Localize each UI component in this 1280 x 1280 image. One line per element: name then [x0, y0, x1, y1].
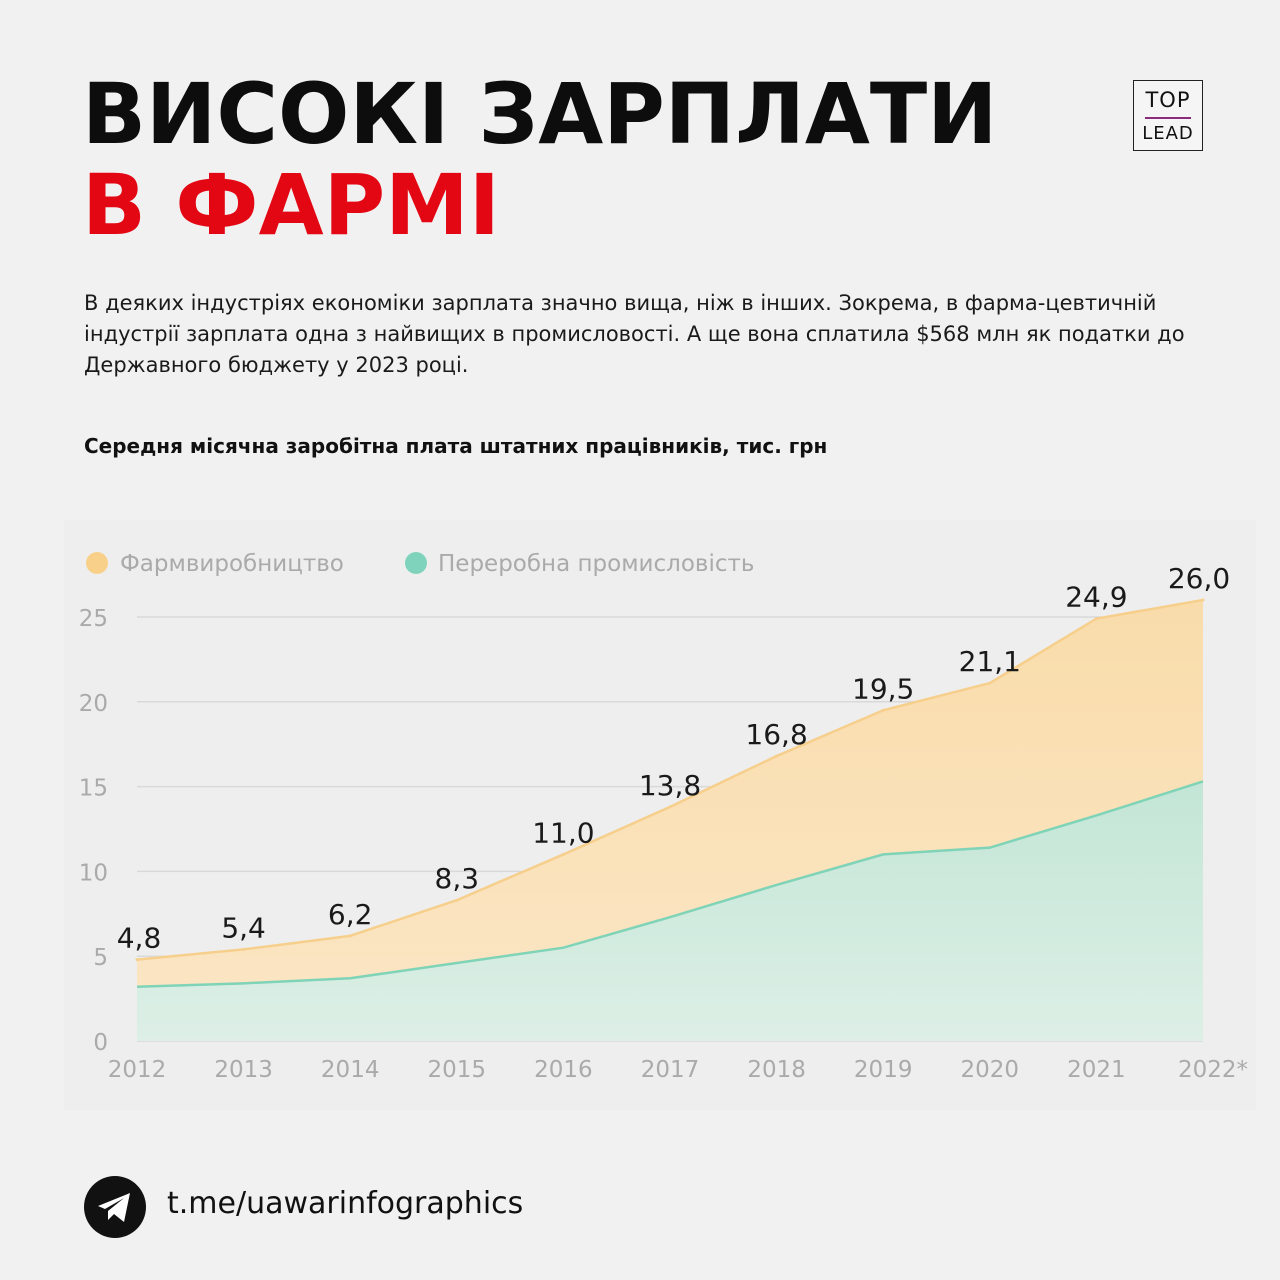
- top-lead-logo: TOP LEAD: [1133, 80, 1203, 151]
- data-label: 11,0: [532, 816, 594, 849]
- title-line-2: В ФАРМІ: [82, 156, 500, 254]
- chart-subtitle: Середня місячна заробітна плата штатних …: [84, 434, 828, 458]
- data-label: 5,4: [221, 911, 266, 944]
- x-tick-label: 2015: [428, 1057, 487, 1083]
- pharma-point: [1094, 617, 1098, 621]
- y-tick-label: 5: [93, 945, 108, 971]
- data-label: 6,2: [328, 898, 373, 931]
- pharma-point: [561, 852, 565, 856]
- logo-top-text: TOP: [1145, 88, 1191, 112]
- pharma-point: [242, 947, 246, 951]
- intro-paragraph: В деяких індустріях економіки зарплата з…: [84, 291, 1185, 377]
- x-tick-label: 2014: [321, 1057, 380, 1083]
- pharma-point: [455, 898, 459, 902]
- x-tick-label: 2018: [747, 1057, 806, 1083]
- logo-divider: [1145, 117, 1191, 119]
- x-tick-label: 2021: [1067, 1057, 1126, 1083]
- pharma-point: [775, 754, 779, 758]
- x-tick-label: 2019: [854, 1057, 913, 1083]
- data-label: 16,8: [745, 718, 807, 751]
- data-label: 21,1: [959, 645, 1021, 678]
- logo-bottom-text: LEAD: [1142, 123, 1194, 144]
- pharma-point: [668, 805, 672, 809]
- industry-area: [137, 781, 1203, 1041]
- x-tick-label: 2012: [108, 1057, 167, 1083]
- chart-panel: 0 5 10 15 20 25 4,8 5,4 6,2 8,3 11,0 13,8 16,8 19,5 21…: [64, 520, 1256, 1110]
- data-label: 4,8: [117, 922, 162, 955]
- pharma-point: [1201, 598, 1205, 602]
- y-tick-label: 20: [79, 691, 108, 717]
- x-tick-label: 2020: [961, 1057, 1020, 1083]
- x-tick-label: 2017: [641, 1057, 700, 1083]
- pharma-point: [881, 708, 885, 712]
- pharma-point: [988, 681, 992, 685]
- legend-marker: [405, 552, 427, 574]
- data-label: 8,3: [435, 862, 480, 895]
- telegram-channel-link[interactable]: t.me/uawarinfographics: [167, 1186, 524, 1221]
- legend-label: Переробна промисловість: [438, 551, 754, 577]
- area-chart: 0 5 10 15 20 25 4,8 5,4 6,2 8,3 11,0 13,8 16,8 19,5 21…: [79, 551, 1248, 1083]
- telegram-icon[interactable]: [84, 1176, 146, 1238]
- x-tick-label: 2022*: [1178, 1057, 1248, 1083]
- y-tick-label: 0: [93, 1030, 108, 1056]
- data-label: 24,9: [1065, 581, 1127, 614]
- legend-marker: [86, 552, 108, 574]
- title-line-1: ВИСОКІ ЗАРПЛАТИ: [82, 65, 998, 163]
- x-tick-label: 2016: [534, 1057, 593, 1083]
- data-label: 13,8: [639, 769, 701, 802]
- pharma-point: [135, 958, 139, 962]
- industry-line: [136, 780, 1204, 988]
- data-label: 26,0: [1168, 562, 1230, 595]
- y-tick-label: 15: [79, 776, 108, 802]
- x-tick-label: 2013: [214, 1057, 273, 1083]
- y-tick-label: 10: [79, 860, 108, 886]
- legend-label: Фармвиробництво: [120, 551, 344, 577]
- data-label: 19,5: [852, 672, 914, 705]
- y-tick-label: 25: [79, 606, 108, 632]
- pharma-point: [348, 934, 352, 938]
